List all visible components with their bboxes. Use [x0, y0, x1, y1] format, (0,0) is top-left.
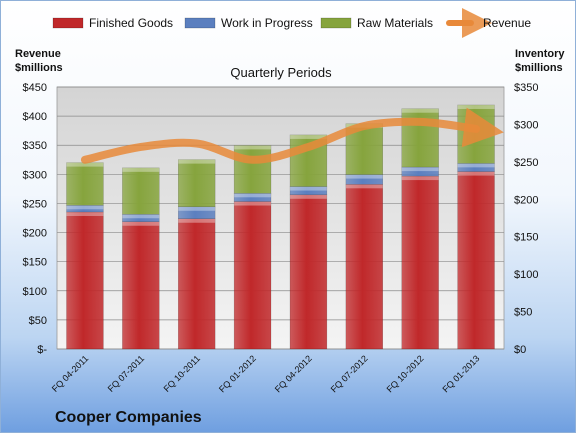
chart-title: Quarterly Periods	[230, 65, 332, 80]
left-tick-label: $300	[23, 169, 47, 181]
right-tick-label: $0	[514, 344, 526, 356]
bar-cap-work-in-progress	[401, 167, 439, 172]
bar-cap-work-in-progress	[234, 193, 272, 198]
bar-cap-work-in-progress	[289, 186, 327, 191]
legend: Finished Goods Work in Progress Raw Materi…	[52, 8, 531, 38]
bar-finished-goods	[457, 171, 495, 350]
right-axis-title-line1: Inventory	[515, 48, 565, 60]
bar-cap-raw-materials	[457, 104, 495, 109]
x-tick-label: FQ 01-2012	[217, 353, 258, 394]
plot-area: $- $50 $100 $150 $200 $250 $300 $350 $400 $450 $0 $…	[23, 82, 539, 394]
bar-cap-work-in-progress	[122, 214, 160, 219]
right-tick-label: $350	[514, 82, 538, 94]
left-axis-title-line1: Revenue	[15, 48, 61, 60]
left-tick-label: $250	[23, 198, 47, 210]
x-tick-label: FQ 01-2013	[440, 353, 481, 394]
legend-label-finished-goods: Finished Goods	[89, 16, 173, 30]
left-tick-label: $100	[23, 286, 47, 298]
legend-label-raw-materials: Raw Materials	[357, 16, 433, 30]
bar-finished-goods	[233, 201, 272, 350]
bar-cap-finished-goods	[345, 184, 383, 189]
bar-raw-materials	[233, 145, 272, 194]
bar-cap-raw-materials	[289, 134, 327, 139]
bar-raw-materials	[177, 159, 216, 208]
left-tick-label: $50	[29, 315, 47, 327]
right-tick-label: $250	[514, 157, 538, 169]
x-tick-label: FQ 07-2011	[106, 353, 147, 394]
bar-cap-finished-goods	[401, 176, 439, 181]
bar-cap-raw-materials	[66, 162, 104, 167]
x-tick-label: FQ 10-2012	[385, 353, 426, 394]
bar-cap-work-in-progress	[457, 163, 495, 168]
right-tick-label: $100	[514, 269, 538, 281]
bar-cap-raw-materials	[122, 167, 160, 172]
legend-swatch-raw-materials	[320, 17, 352, 29]
bar-cap-finished-goods	[66, 212, 104, 217]
x-tick-label: FQ 04-2012	[273, 353, 314, 394]
bar-cap-finished-goods	[178, 218, 216, 223]
bar-finished-goods	[289, 194, 328, 350]
bar-raw-materials	[457, 104, 495, 164]
left-tick-label: $150	[23, 257, 47, 269]
bar-cap-finished-goods	[122, 221, 160, 226]
x-tick-label: FQ 04-2011	[50, 353, 91, 394]
right-axis-title-line2: $millions	[515, 62, 563, 74]
bar-raw-materials	[122, 167, 160, 215]
bar-raw-materials	[66, 162, 104, 206]
left-tick-label: $400	[23, 111, 47, 123]
bar-cap-work-in-progress	[66, 205, 104, 210]
legend-swatch-work-in-progress	[184, 17, 216, 29]
legend-label-revenue: Revenue	[483, 16, 531, 30]
bar-finished-goods	[401, 175, 439, 350]
bar-finished-goods	[177, 218, 216, 350]
bar-cap-finished-goods	[457, 171, 495, 176]
bar-cap-raw-materials	[234, 145, 272, 150]
x-tick-label: FQ 10-2011	[162, 353, 203, 394]
left-tick-label: $200	[23, 228, 47, 240]
bar-work-in-progress	[233, 193, 272, 202]
left-tick-label: $-	[37, 344, 47, 356]
bar-cap-finished-goods	[234, 201, 272, 206]
left-tick-label: $450	[23, 82, 47, 94]
bar-cap-raw-materials	[401, 108, 439, 113]
bar-cap-work-in-progress	[345, 174, 383, 179]
left-axis-title-line2: $millions	[15, 62, 63, 74]
bar-cap-work-in-progress	[178, 206, 216, 211]
right-tick-label: $300	[514, 119, 538, 131]
bar-finished-goods	[122, 221, 160, 350]
company-name: Cooper Companies	[55, 409, 202, 426]
bar-raw-materials	[401, 108, 439, 168]
legend-label-work-in-progress: Work in Progress	[221, 16, 313, 30]
right-tick-label: $150	[514, 232, 538, 244]
left-tick-label: $350	[23, 140, 47, 152]
series-line-revenue	[80, 107, 504, 164]
bar-cap-finished-goods	[289, 194, 327, 199]
x-tick-label: FQ 07-2012	[329, 353, 370, 394]
bar-finished-goods	[66, 211, 104, 350]
right-tick-label: $50	[514, 307, 532, 319]
legend-swatch-finished-goods	[52, 17, 84, 29]
right-tick-label: $200	[514, 194, 538, 206]
bar-cap-raw-materials	[178, 159, 216, 164]
bar-finished-goods	[345, 184, 384, 350]
